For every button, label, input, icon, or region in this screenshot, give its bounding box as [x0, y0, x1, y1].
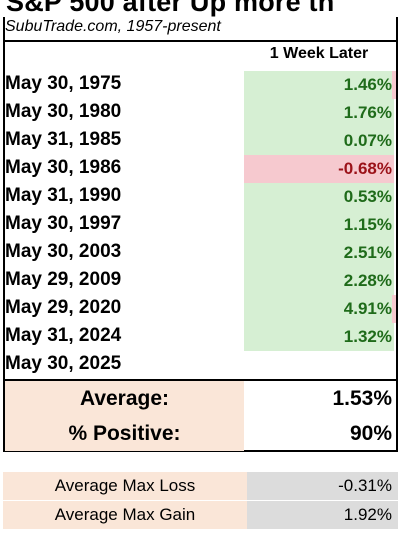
max-gain-value: 1.92% — [247, 501, 398, 529]
table-title: S&P 500 after Up more th — [6, 0, 335, 17]
table-row: May 29, 2020 4.91% — [5, 295, 396, 323]
results-rows: May 30, 1975 1.46% May 30, 1980 1.76% May 31… — [5, 71, 396, 379]
table-row: May 31, 1985 0.07% — [5, 127, 396, 155]
row-return-value: 1.76% — [244, 99, 394, 127]
row-date: May 30, 1986 — [5, 157, 122, 178]
max-gain-label: Average Max Gain — [3, 501, 247, 529]
average-label: Average: — [5, 381, 244, 416]
divider — [3, 379, 398, 381]
row-return-value: 1.15% — [244, 211, 394, 239]
average-row: Average: 1.53% — [5, 381, 396, 416]
row-date: May 31, 1985 — [5, 129, 122, 150]
row-return-value: 0.07% — [244, 127, 394, 155]
max-gain-row: Average Max Gain 1.92% — [3, 501, 398, 529]
table-row: May 30, 2003 2.51% — [5, 239, 396, 267]
row-return-value: 0.53% — [244, 183, 394, 211]
row-return-value: 1.46% — [244, 71, 394, 99]
table-row: May 30, 1997 1.15% — [5, 211, 396, 239]
table-row: May 30, 1980 1.76% — [5, 99, 396, 127]
percent-positive-value: 90% — [349, 422, 392, 445]
adjacent-cell-edge — [392, 71, 396, 99]
divider — [3, 40, 398, 42]
table-row: May 29, 2009 2.28% — [5, 267, 396, 295]
average-value: 1.53% — [332, 387, 392, 410]
results-table-frame — [3, 17, 398, 452]
max-stats-table: Average Max Loss -0.31% Average Max Gain… — [3, 472, 398, 529]
row-return-value: 1.32% — [244, 323, 394, 351]
row-date: May 31, 1990 — [5, 185, 122, 206]
row-return-value: 2.28% — [244, 267, 394, 295]
row-date: May 30, 2025 — [5, 353, 122, 374]
row-date: May 29, 2009 — [5, 269, 122, 290]
table-row: May 30, 2025 — [5, 351, 396, 379]
percent-positive-row: % Positive: 90% — [5, 416, 396, 451]
max-loss-row: Average Max Loss -0.31% — [3, 472, 398, 500]
column-header-1-week-later: 1 Week Later — [269, 45, 369, 62]
table-title-band: S&P 500 after Up more th — [0, 0, 400, 17]
adjacent-cell-edge — [392, 295, 396, 323]
row-date: May 30, 2003 — [5, 241, 122, 262]
row-date: May 29, 2020 — [5, 297, 122, 318]
max-loss-label: Average Max Loss — [3, 472, 247, 500]
source-caption: SubuTrade.com, 1957-present — [5, 18, 221, 35]
row-return-value: -0.68% — [244, 155, 394, 183]
row-return-value: 2.51% — [244, 239, 394, 267]
max-loss-value: -0.31% — [247, 472, 398, 500]
row-date: May 30, 1997 — [5, 213, 122, 234]
row-date: May 30, 1980 — [5, 101, 122, 122]
table-row: May 31, 1990 0.53% — [5, 183, 396, 211]
percent-positive-label: % Positive: — [5, 416, 244, 451]
row-return-value: 4.91% — [244, 295, 394, 323]
table-row: May 30, 1975 1.46% — [5, 71, 396, 99]
table-row: May 31, 2024 1.32% — [5, 323, 396, 351]
row-date: May 30, 1975 — [5, 73, 122, 94]
row-date: May 31, 2024 — [5, 325, 122, 346]
table-row: May 30, 1986 -0.68% — [5, 155, 396, 183]
